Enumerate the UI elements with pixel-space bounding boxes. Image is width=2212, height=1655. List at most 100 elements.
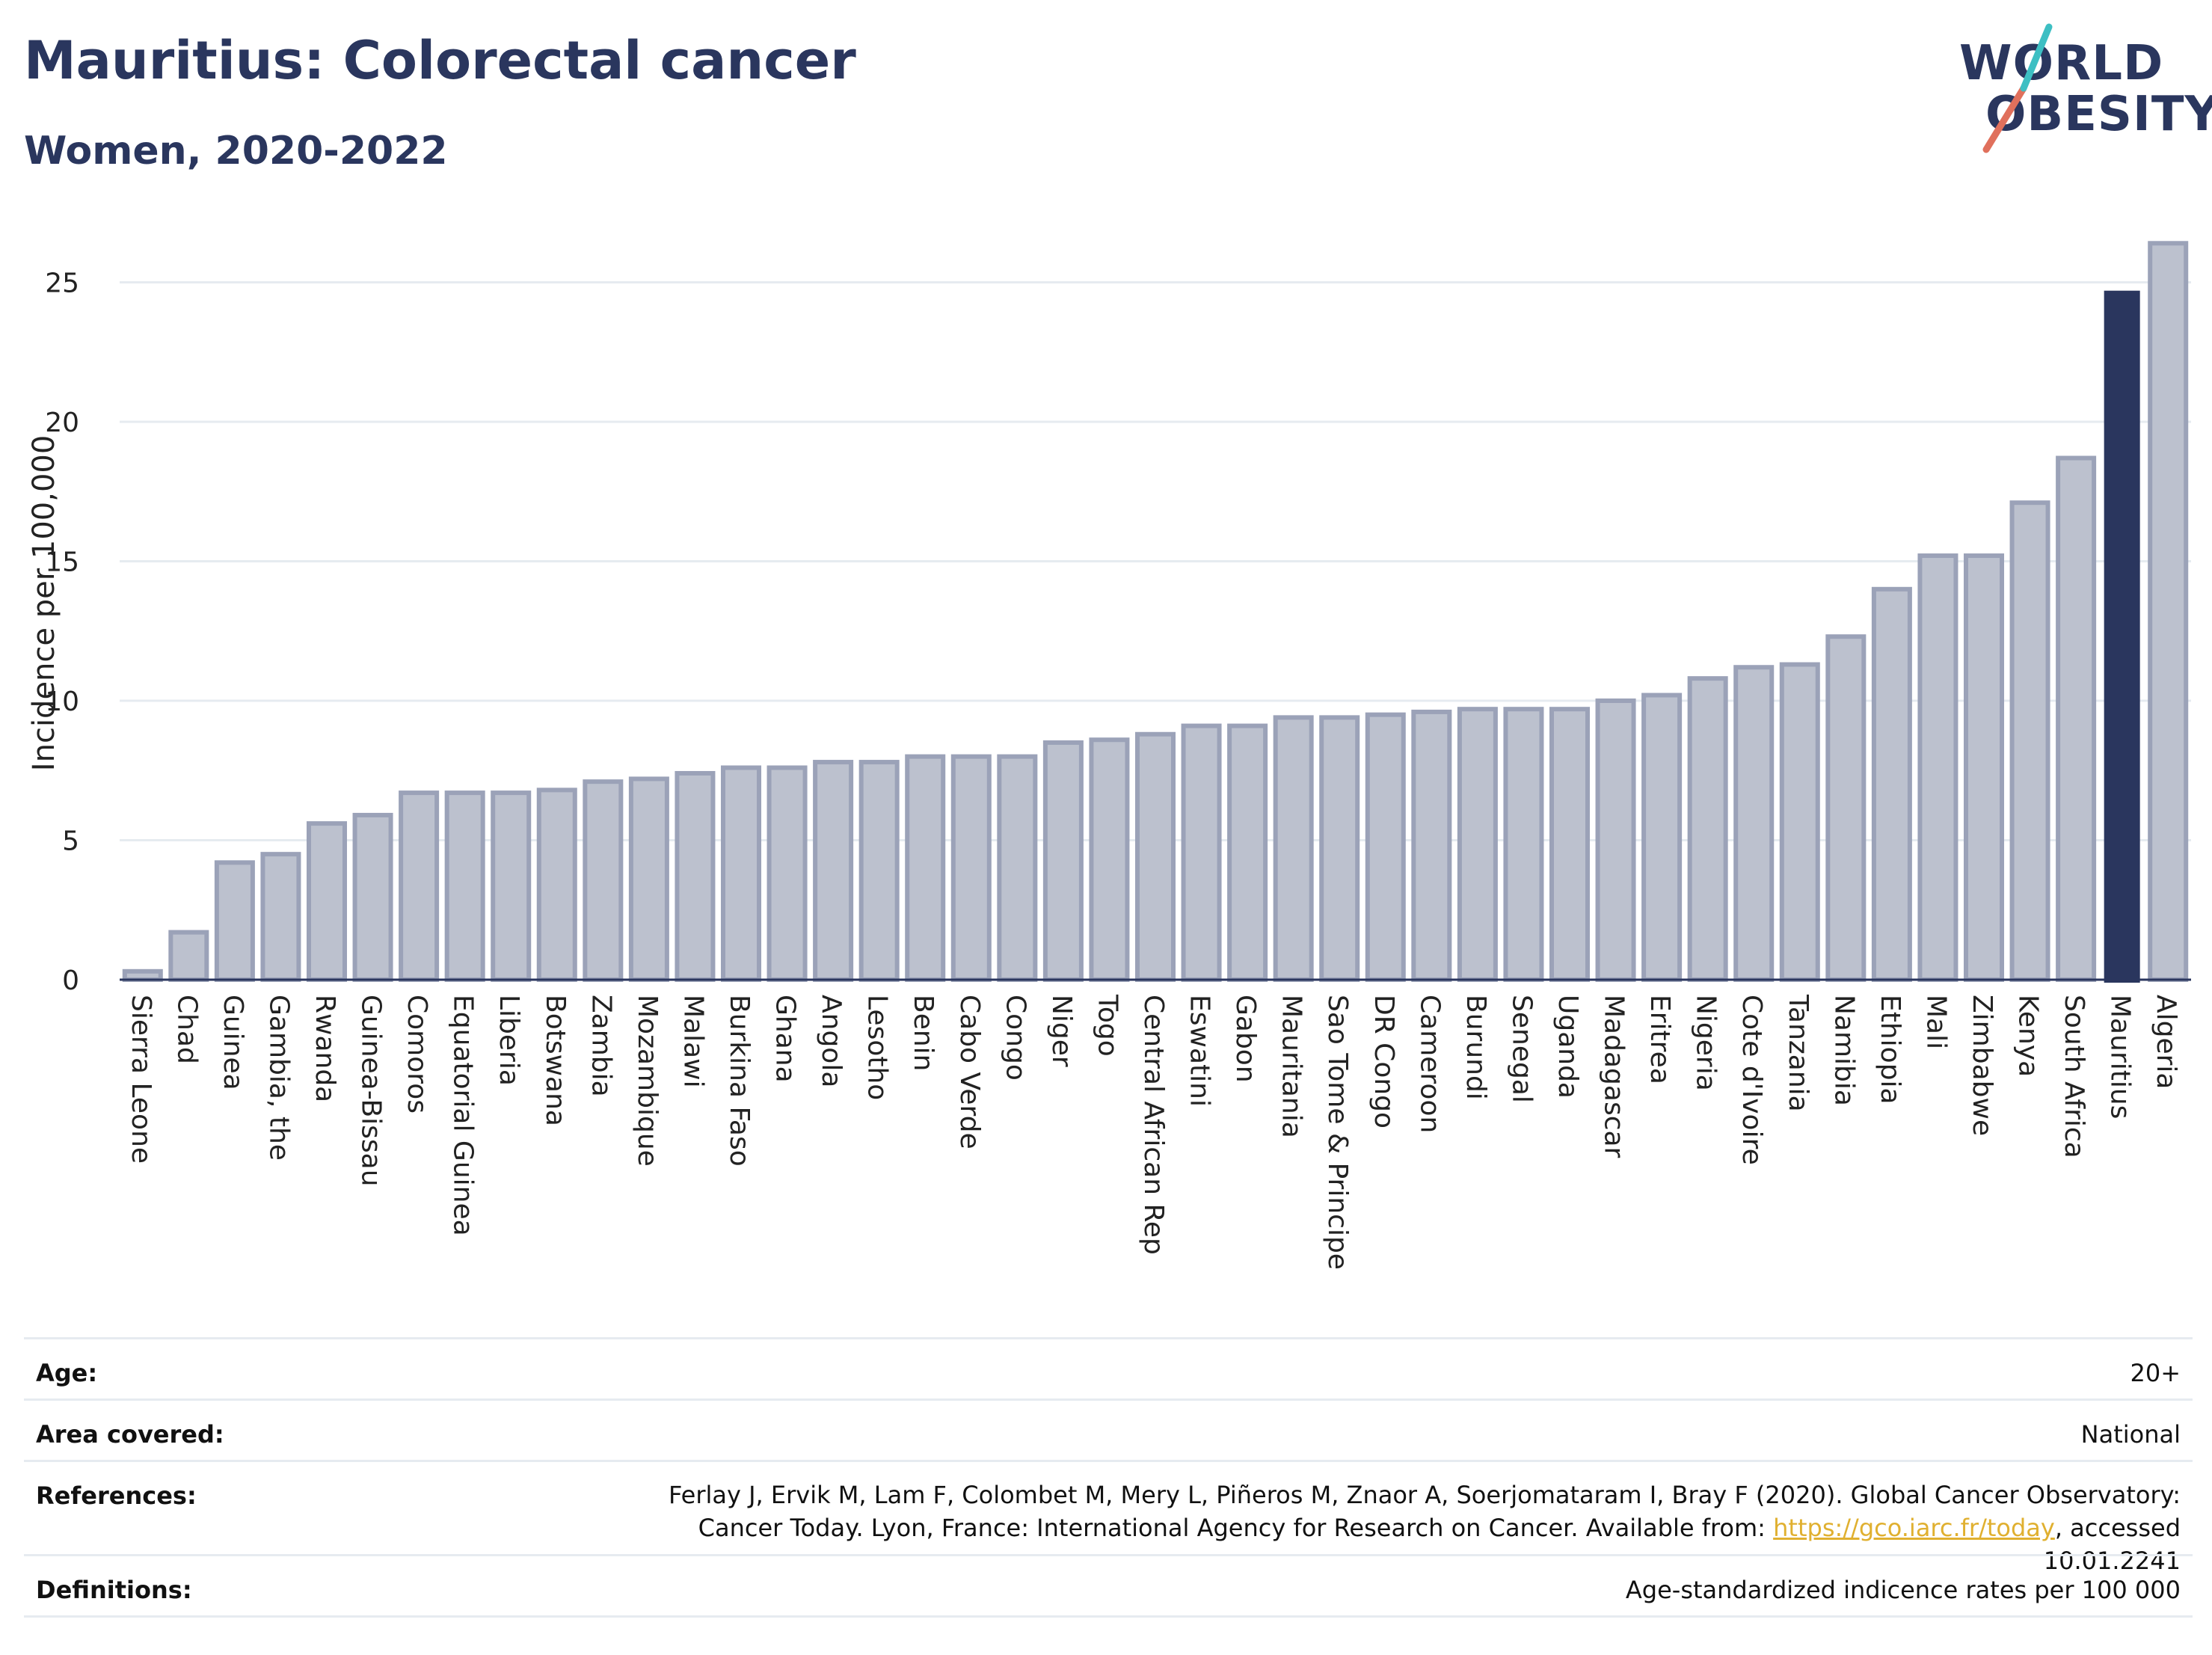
bar-guinea bbox=[214, 860, 255, 983]
x-tick-label: Senegal bbox=[1506, 995, 1537, 1103]
x-tick-label: Eritrea bbox=[1644, 995, 1675, 1084]
bar-burkina-faso bbox=[720, 765, 762, 983]
x-tick-label: Rwanda bbox=[310, 995, 340, 1102]
bar-cameroon bbox=[1411, 709, 1452, 982]
area-value: National bbox=[2080, 1420, 2181, 1449]
x-tick-label: Cameroon bbox=[1414, 995, 1445, 1133]
x-tick-label: Benin bbox=[908, 995, 938, 1071]
bar-botswana bbox=[536, 787, 577, 982]
bar-kenya bbox=[2009, 500, 2050, 983]
x-tick-label: Namibia bbox=[1828, 995, 1859, 1106]
x-tick-label: Lesotho bbox=[862, 995, 893, 1100]
bar-eswatini bbox=[1181, 723, 1222, 982]
x-tick-label: South Africa bbox=[2059, 995, 2089, 1158]
bar-comoros bbox=[399, 790, 440, 983]
meta-row-age: Age: 20+ bbox=[24, 1337, 2193, 1399]
x-tick-label: Zambia bbox=[586, 995, 616, 1097]
bar-mozambique bbox=[628, 776, 669, 982]
logo-slash-icon bbox=[1982, 23, 2053, 153]
bar-burundi bbox=[1457, 707, 1498, 982]
y-axis-label: Incidence per 100,000 bbox=[27, 435, 61, 771]
bar-senegal bbox=[1503, 707, 1544, 982]
logo-word-2: OBESITY bbox=[1985, 87, 2212, 142]
y-tick-label: 5 bbox=[62, 826, 79, 857]
bar-cabo-verde bbox=[950, 754, 992, 982]
x-tick-label: Congo bbox=[1000, 995, 1030, 1081]
bar-togo bbox=[1089, 737, 1130, 982]
references-text-2: , accessed 10.01.2241 bbox=[2043, 1514, 2181, 1575]
references-text-1: Ferlay J, Ervik M, Lam F, Colombet M, Me… bbox=[669, 1481, 2181, 1542]
page-title: Mauritius: Colorectal cancer bbox=[24, 30, 856, 91]
bar-chad bbox=[168, 930, 209, 983]
bar-zimbabwe bbox=[1963, 553, 2005, 983]
page-subtitle: Women, 2020-2022 bbox=[24, 129, 448, 174]
meta-row-area: Area covered: National bbox=[24, 1398, 2193, 1461]
x-tick-label: Algeria bbox=[2151, 995, 2181, 1090]
bar-ethiopia bbox=[1871, 586, 1912, 982]
bar-equatorial-guinea bbox=[444, 790, 485, 983]
logo-word-1: WORLD bbox=[1959, 36, 2164, 91]
bar-namibia bbox=[1825, 634, 1867, 983]
bar-malawi bbox=[675, 770, 716, 982]
meta-row-definitions: Definitions: Age-standardized indicence … bbox=[24, 1554, 2193, 1616]
x-tick-label: Mauritania bbox=[1276, 995, 1307, 1138]
bar-guinea-bissau bbox=[352, 812, 393, 982]
x-tick-label: Chad bbox=[171, 995, 202, 1064]
references-label: References: bbox=[36, 1481, 197, 1510]
bar-chart: 0 5 10 15 20 25 Incidence per 100,000 Sierra Le… bbox=[27, 241, 2191, 1270]
x-tick-label: Mali bbox=[1920, 995, 1951, 1049]
x-tick-label: Cote d'Ivoire bbox=[1736, 995, 1767, 1165]
x-tick-label: Liberia bbox=[494, 995, 524, 1086]
bar-lesotho bbox=[858, 760, 900, 982]
x-tick-label: Guinea-Bissau bbox=[356, 995, 387, 1187]
bar-congo bbox=[997, 754, 1038, 982]
x-tick-label: Equatorial Guinea bbox=[448, 995, 479, 1236]
bar-gabon bbox=[1227, 723, 1268, 982]
y-tick-label: 15 bbox=[45, 547, 79, 578]
x-tick-label: Malawi bbox=[678, 995, 708, 1088]
x-tick-label: Tanzania bbox=[1783, 994, 1813, 1112]
bar-dr-congo bbox=[1365, 712, 1406, 983]
x-tick-label: Gabon bbox=[1230, 995, 1261, 1083]
x-tick-label: Burundi bbox=[1460, 995, 1491, 1100]
bar-ghana bbox=[766, 765, 808, 983]
x-tick-label: DR Congo bbox=[1368, 995, 1399, 1129]
meta-bottom-divider bbox=[24, 1615, 2193, 1618]
age-value: 20+ bbox=[2130, 1359, 2181, 1387]
bar-mali bbox=[1917, 553, 1958, 983]
bar-madagascar bbox=[1595, 698, 1636, 982]
area-label: Area covered: bbox=[36, 1420, 224, 1449]
x-tick-label: Gambia, the bbox=[263, 995, 294, 1161]
y-tick-label: 20 bbox=[45, 408, 79, 438]
x-tick-label: Sierra Leone bbox=[126, 995, 156, 1164]
x-tick-label: Nigeria bbox=[1691, 995, 1721, 1091]
x-tick-label: Angola bbox=[816, 995, 847, 1087]
x-tick-label: Ghana bbox=[770, 995, 801, 1083]
x-tick-label: Mauritius bbox=[2105, 995, 2136, 1119]
bar-mauritania bbox=[1273, 715, 1314, 982]
x-tick-label: Botswana bbox=[540, 995, 571, 1126]
references-link[interactable]: https://gco.iarc.fr/today bbox=[1773, 1514, 2055, 1542]
bar-tanzania bbox=[1779, 662, 1820, 982]
x-tick-label: Comoros bbox=[402, 995, 432, 1114]
x-tick-label: Cabo Verde bbox=[954, 995, 985, 1149]
x-tick-label: Zimbabwe bbox=[1967, 995, 1997, 1136]
bar-niger bbox=[1042, 740, 1084, 982]
bar-south-africa bbox=[2056, 455, 2097, 982]
x-tick-label: Ethiopia bbox=[1875, 995, 1905, 1105]
x-tick-label: Uganda bbox=[1552, 995, 1583, 1099]
x-tick-label: Kenya bbox=[2013, 995, 2044, 1077]
bar-rwanda bbox=[306, 821, 348, 982]
bar-gambia-the bbox=[260, 852, 301, 983]
bar-sierra-leone bbox=[122, 968, 163, 983]
bar-algeria bbox=[2148, 241, 2189, 982]
bar-benin bbox=[905, 754, 946, 982]
y-tick-label: 0 bbox=[62, 965, 79, 996]
x-tick-label: Niger bbox=[1046, 995, 1077, 1067]
x-tick-label: Sao Tome & Principe bbox=[1322, 995, 1353, 1270]
bar-nigeria bbox=[1687, 676, 1728, 982]
x-tick-label: Guinea bbox=[218, 995, 248, 1090]
bar-sao-tome-principe bbox=[1319, 715, 1360, 982]
y-tick-label: 10 bbox=[45, 687, 79, 717]
definitions-label: Definitions: bbox=[36, 1576, 192, 1604]
